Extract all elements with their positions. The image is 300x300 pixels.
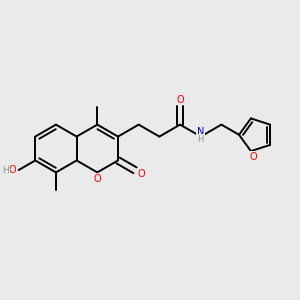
Text: O: O xyxy=(176,94,184,104)
Text: O: O xyxy=(250,152,257,161)
Text: O: O xyxy=(94,174,101,184)
Text: O: O xyxy=(8,165,16,175)
Text: H: H xyxy=(2,166,9,175)
Text: N: N xyxy=(197,127,204,137)
Text: O: O xyxy=(138,169,145,179)
Text: H: H xyxy=(198,135,204,144)
